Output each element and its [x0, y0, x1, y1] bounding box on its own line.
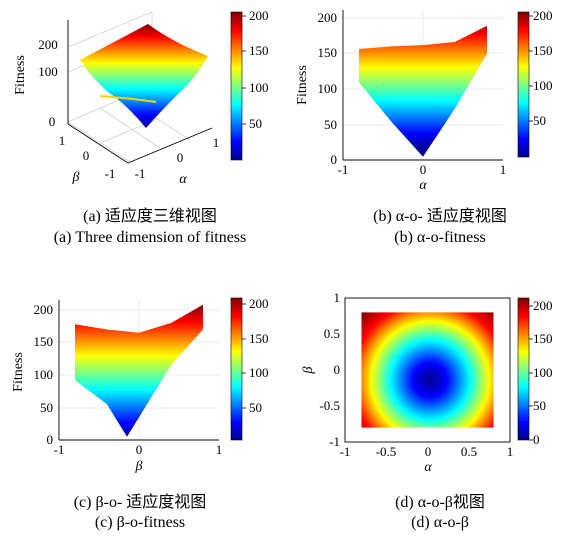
panel-b-cbar-tick-0: 50 [533, 113, 546, 128]
panel-a-ytick-0: -1 [105, 166, 116, 181]
panel-d-xtick-0: -1 [340, 444, 351, 459]
panel-a-colorbar [230, 11, 243, 161]
panel-a-cbar-tick-0: 50 [249, 116, 262, 131]
panel-d-colorbar-ticks [529, 305, 533, 441]
panel-c-ytick-4: 200 [34, 302, 54, 317]
panel-d-ylabel: β [301, 366, 316, 374]
panel-d-cbar-tick-2: 100 [533, 365, 553, 380]
panel-b-ytick-1: 50 [324, 117, 337, 132]
panel-b-area [359, 25, 487, 157]
panel-b-ytick-3: 150 [318, 45, 338, 60]
panel-d-heatmap-field [361, 312, 494, 428]
panel-b-cbar-tick-1: 100 [533, 78, 553, 93]
panel-b-xlabel: α [419, 178, 427, 193]
panel-b-ytick-2: 100 [318, 81, 338, 96]
panel-d-ytick-4: 1 [334, 290, 341, 305]
panel-b-alpha-fitness: 0 50 100 150 200 -1 0 1 α Fitness 50 100… [295, 8, 553, 193]
panel-d-ytick-3: 0.5 [324, 326, 340, 341]
panel-d-cbar-tick-1: 50 [533, 398, 546, 413]
panel-d-xtick-1: -0.5 [376, 444, 397, 459]
panel-a-xlabel: α [179, 172, 187, 187]
caption-d-cn: (d) α-o-β视图 [395, 494, 485, 511]
caption-d-en: (d) α-o-β [411, 514, 469, 531]
panel-a-cbar-tick-2: 150 [249, 43, 269, 58]
panel-c-ytick-2: 100 [34, 367, 54, 382]
panel-d-cbar-tick-0: 0 [533, 432, 540, 447]
panel-a-ytick-1: 0 [83, 148, 90, 163]
caption-b-cn: (b) α-o- 适应度视图 [373, 208, 507, 225]
panel-c-colorbar-ticks [242, 303, 246, 409]
panel-a-xtick-2: 1 [213, 135, 220, 150]
panel-d-cbar-tick-3: 150 [533, 331, 553, 346]
panel-a-surface [80, 24, 208, 128]
panel-d-xtick-2: 0 [425, 444, 432, 459]
panel-a-ylabel: β [72, 170, 80, 185]
panel-c-ylabel: Fitness [11, 352, 26, 392]
panel-b-ylabel: Fitness [295, 65, 310, 105]
panel-d-cbar-tick-4: 200 [533, 298, 553, 313]
panel-d-ytick-1: -0.5 [319, 398, 340, 413]
panel-c-xtick-0: -1 [54, 442, 65, 457]
panel-d-xlabel: α [424, 460, 432, 475]
panel-a-cbar-tick-1: 100 [249, 80, 269, 95]
panel-d-ytick-2: 0 [334, 362, 341, 377]
panel-c-cbar-tick-3: 200 [249, 296, 269, 311]
panel-c-xlabel: β [135, 459, 143, 474]
panel-b-axes [342, 10, 503, 161]
panel-b-cbar-tick-2: 150 [533, 43, 553, 58]
caption-a-cn: (a) 适应度三维视图 [83, 208, 217, 225]
panel-c-cbar-tick-2: 150 [249, 331, 269, 346]
panel-d-colorbar [517, 297, 530, 441]
caption-a-en: (a) Three dimension of fitness [53, 229, 247, 246]
caption-c-cn: (c) β-o- 适应度视图 [73, 494, 207, 511]
panel-b-xtick-1: 0 [420, 162, 427, 177]
panel-c-xtick-2: 1 [216, 442, 223, 457]
panel-a-axes [67, 20, 213, 164]
caption-c-en: (c) β-o-fitness [94, 514, 186, 531]
panel-a-ytick-2: 1 [59, 133, 66, 148]
panel-b-xtick-0: -1 [338, 162, 349, 177]
panel-b-cbar-tick-3: 200 [533, 8, 553, 23]
panel-c-ytick-0: 0 [47, 432, 54, 447]
panel-a-surface-3d: 0 100 200 Fitness 1 0 -1 β -1 0 1 α 50 1… [13, 8, 269, 187]
caption-b-en: (b) α-o-fitness [394, 229, 486, 246]
panel-b-ytick-0: 0 [331, 152, 338, 167]
panel-c-axes [58, 300, 219, 441]
panel-c-colorbar [230, 297, 243, 441]
panel-a-xtick-1: 0 [177, 150, 184, 165]
panel-c-area [75, 304, 203, 437]
panel-c-ytick-1: 50 [40, 400, 53, 415]
panel-d-xtick-3: 0.5 [461, 444, 477, 459]
panel-b-colorbar-ticks [529, 15, 533, 122]
panel-a-surface-ridge [99, 95, 157, 103]
panel-c-xtick-1: 0 [136, 442, 143, 457]
panel-a-ztick-2: 200 [38, 37, 58, 52]
panel-b-colorbar [517, 11, 530, 158]
panel-a-cbar-tick-3: 200 [249, 8, 269, 23]
panel-d-ytick-0: -1 [329, 434, 340, 449]
panel-b-ytick-4: 200 [318, 10, 338, 25]
panel-a-xtick-0: -1 [135, 166, 146, 181]
panel-b-xtick-2: 1 [500, 162, 507, 177]
panel-c-beta-fitness: 0 50 100 150 200 -1 0 1 β Fitness 50 100… [11, 296, 269, 474]
panel-a-zlabel: Fitness [13, 55, 28, 95]
panel-a-ztick-0: 0 [49, 114, 56, 129]
panel-d-heatmap: 1 0.5 0 -0.5 -1 -1 -0.5 0 0.5 1 α β 0 50… [301, 290, 553, 475]
panel-c-cbar-tick-0: 50 [249, 400, 262, 415]
panel-c-ytick-3: 150 [34, 334, 54, 349]
panel-a-colorbar-ticks [242, 15, 246, 125]
panel-c-cbar-tick-1: 100 [249, 365, 269, 380]
panel-d-xtick-4: 1 [507, 444, 514, 459]
panel-a-ztick-1: 100 [38, 64, 58, 79]
